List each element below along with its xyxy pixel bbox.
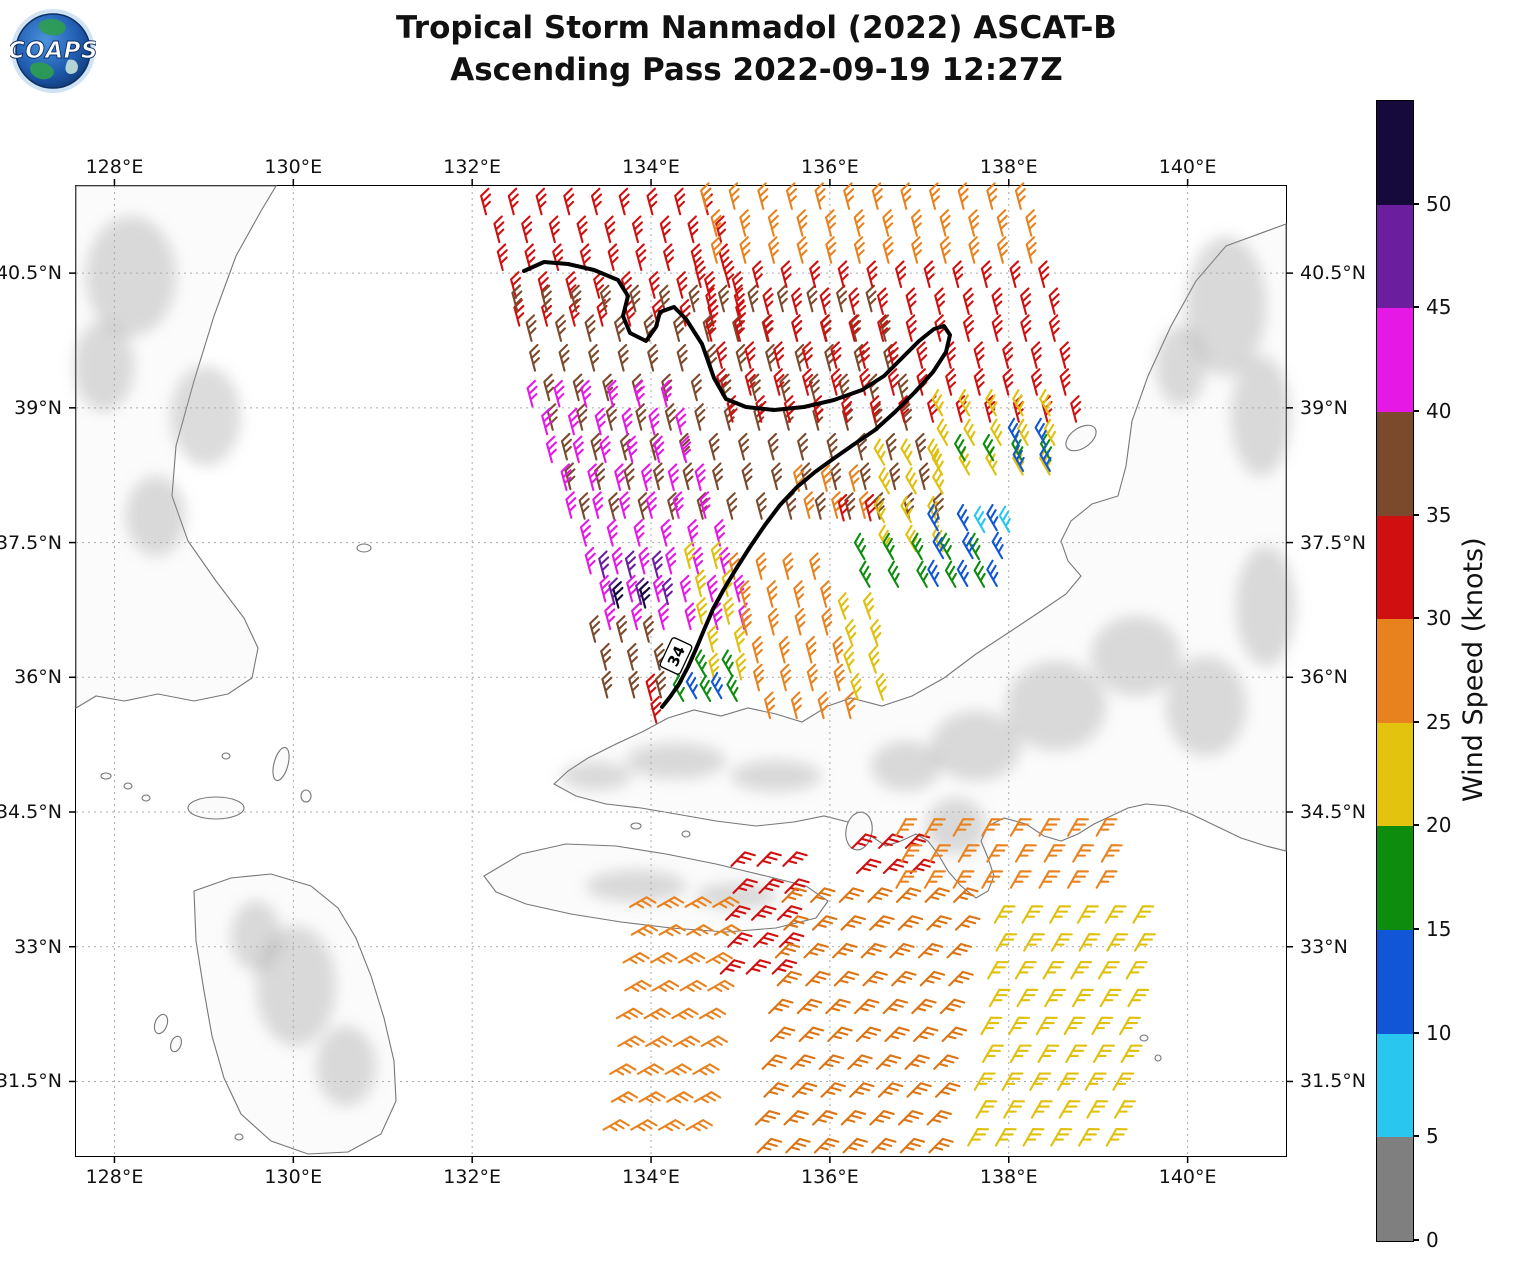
y-tick-label-left: 34.5°N <box>0 801 62 823</box>
y-tick-label-left: 39°N <box>14 396 62 419</box>
colorbar-segment-45-50 <box>1377 204 1413 309</box>
colorbar-tick <box>1413 513 1419 516</box>
y-tick-label-left: 33°N <box>14 935 62 958</box>
y-tick-label-right: 40.5°N <box>1300 262 1367 285</box>
colorbar-tick <box>1413 720 1419 723</box>
y-tick-label-right: 33°N <box>1300 935 1348 958</box>
x-tick-label-top: 138°E <box>979 156 1038 178</box>
colorbar-tick <box>1413 617 1419 620</box>
colorbar-segment-40-45 <box>1377 308 1413 412</box>
x-tick-label-bottom: 132°E <box>443 1166 502 1188</box>
y-tick-label-left: 37.5°N <box>0 531 62 554</box>
figure-title-line1: Tropical Storm Nanmadol (2022) ASCAT-B <box>396 10 1117 46</box>
gridlines <box>76 186 1286 1156</box>
x-tick-label-bottom: 138°E <box>979 1166 1038 1188</box>
colorbar-tick <box>1413 824 1419 827</box>
y-tick-label-left: 36°N <box>14 666 62 689</box>
y-tick-label-right: 34.5°N <box>1300 801 1367 823</box>
y-tick-label-right: 39°N <box>1300 396 1348 419</box>
colorbar-segment-5-10 <box>1377 1033 1413 1138</box>
colorbar-segment-50+ <box>1377 101 1413 205</box>
logo-continent <box>38 19 66 36</box>
colorbar-tick <box>1413 306 1419 309</box>
logo-continent <box>30 62 54 80</box>
colorbar-tick-label: 10 <box>1426 1020 1452 1045</box>
colorbar-tick-label: 25 <box>1426 709 1452 734</box>
y-tick-label-left: 31.5°N <box>0 1070 62 1093</box>
colorbar-tick-label: 0 <box>1426 1228 1439 1252</box>
y-tick-label-right: 31.5°N <box>1300 1070 1367 1093</box>
colorbar-tick <box>1413 1031 1419 1034</box>
colorbar-title: Wind Speed (knots) <box>1458 537 1489 803</box>
colorbar-segment-20-25 <box>1377 722 1413 827</box>
x-tick-label-bottom: 128°E <box>85 1166 144 1188</box>
colorbar-segment-25-30 <box>1377 619 1413 723</box>
logo-text: COAPS <box>10 38 96 64</box>
colorbar-segment-15-20 <box>1377 826 1413 931</box>
colorbar-tick <box>1413 928 1419 931</box>
colorbar <box>1376 100 1414 1242</box>
colorbar-tick <box>1413 1135 1419 1138</box>
colorbar-segment-35-40 <box>1377 411 1413 516</box>
x-tick-label-top: 140°E <box>1158 156 1217 178</box>
x-tick-label-bottom: 136°E <box>801 1166 859 1188</box>
colorbar-segment-30-35 <box>1377 515 1413 620</box>
colorbar-tick <box>1413 202 1419 205</box>
x-tick-label-top: 136°E <box>801 156 859 178</box>
colorbar-tick-label: 15 <box>1426 917 1452 942</box>
colorbar-tick-label: 5 <box>1426 1124 1439 1149</box>
x-tick-label-bottom: 140°E <box>1158 1166 1217 1188</box>
colorbar-segment-10-15 <box>1377 930 1413 1034</box>
axis-ticks <box>69 179 1293 1163</box>
logo-continent <box>65 59 78 74</box>
terrain-shading <box>74 216 1296 1106</box>
coaps-logo: COAPS <box>10 9 96 93</box>
y-tick-label-right: 36°N <box>1300 666 1348 689</box>
x-tick-label-top: 132°E <box>443 156 502 178</box>
x-tick-label-bottom: 130°E <box>264 1166 323 1188</box>
wind-barbs <box>480 182 1156 1154</box>
colorbar-tick-label: 50 <box>1426 191 1452 216</box>
wind-contour-34kt: 34 <box>522 260 952 709</box>
colorbar-tick-label: 40 <box>1426 398 1452 423</box>
colorbar-tick-label: 30 <box>1426 606 1452 631</box>
colorbar-segment-0-5 <box>1377 1137 1413 1242</box>
x-tick-label-top: 134°E <box>622 156 680 178</box>
x-tick-label-top: 130°E <box>264 156 323 178</box>
map-plot: 34 128°E 128°E 130°E 130°E 132°E 132°E 134°E 13… <box>0 156 1366 1188</box>
colorbar-tick-label: 45 <box>1426 295 1452 320</box>
colorbar-tick <box>1413 1239 1419 1241</box>
y-tick-label-right: 37.5°N <box>1300 531 1367 554</box>
colorbar-tick <box>1413 409 1419 412</box>
figure-title: Tropical Storm Nanmadol (2022) ASCAT-B A… <box>0 8 1513 92</box>
colorbar-tick-label: 20 <box>1426 813 1452 838</box>
colorbar-tick-label: 35 <box>1426 502 1452 527</box>
figure-title-line2: Ascending Pass 2022-09-19 12:27Z <box>450 51 1063 88</box>
x-tick-label-top: 128°E <box>85 156 144 178</box>
y-tick-label-left: 40.5°N <box>0 262 62 285</box>
x-tick-label-bottom: 134°E <box>622 1166 680 1188</box>
map-canvas: 34 <box>69 179 1296 1163</box>
